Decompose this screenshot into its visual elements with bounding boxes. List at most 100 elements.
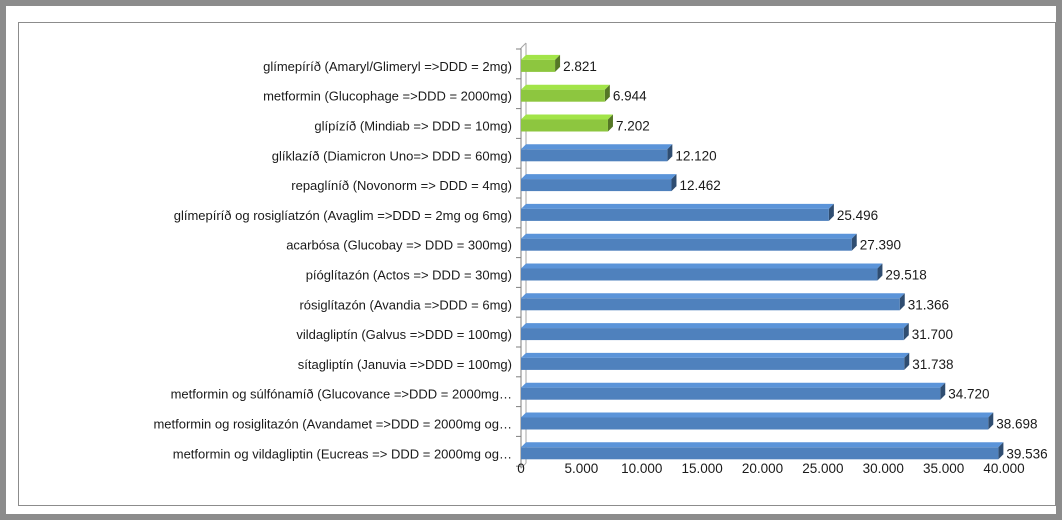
bar-top-face	[521, 293, 905, 299]
value-label: 6.944	[613, 89, 647, 104]
bar	[521, 114, 613, 132]
axis-depth-bottom	[520, 462, 527, 469]
category-label: acarbósa (Glucobay => DDD = 300mg)	[286, 238, 512, 253]
category-label: glímepíríð (Amaryl/Glimeryl =>DDD = 2mg)	[263, 59, 512, 74]
bar-front-face	[521, 89, 605, 102]
bar-side-face	[904, 352, 910, 370]
bar-side-face	[828, 203, 834, 221]
x-tick-labels: 0 5.000 10.000 15.000 20.000 25.000 30.000 35.0…	[517, 461, 1024, 476]
axes	[516, 42, 527, 469]
bar-top-face	[521, 233, 857, 239]
bar-top-face	[521, 442, 1004, 448]
bar-front-face	[521, 417, 989, 430]
value-label: 31.366	[908, 297, 949, 312]
category-label: rósiglítazón (Avandia =>DDD = 6mg)	[299, 297, 512, 312]
x-tick-label: 15.000	[681, 461, 722, 476]
bar-side-face	[877, 263, 883, 281]
value-label: 31.738	[912, 357, 953, 372]
bar-top-face	[521, 174, 677, 180]
bar	[521, 323, 909, 341]
category-label: píóglítazón (Actos => DDD = 30mg)	[306, 268, 512, 283]
x-tick-label: 5.000	[564, 461, 598, 476]
bar	[521, 203, 834, 221]
bar-chart: glímepíríð (Amaryl/Glimeryl =>DDD = 2mg)…	[153, 42, 1048, 476]
bar-top-face	[521, 203, 834, 209]
bar-front-face	[521, 298, 900, 311]
bar-top-face	[521, 382, 946, 388]
bar	[521, 84, 610, 102]
x-tick-label: 25.000	[802, 461, 843, 476]
bar-side-face	[899, 293, 905, 311]
bar-side-face	[988, 412, 994, 430]
bar	[521, 54, 561, 72]
value-label: 29.518	[885, 268, 926, 283]
value-label: 7.202	[616, 119, 650, 134]
bar-side-face	[940, 382, 946, 400]
bar-top-face	[521, 412, 994, 418]
bar-side-face	[667, 144, 673, 162]
bar-front-face	[521, 179, 672, 192]
category-label: metformin og vildagliptin (Eucreas => DD…	[173, 446, 512, 461]
bar-side-face	[671, 174, 677, 192]
x-tick-label: 20.000	[742, 461, 783, 476]
bar-top-face	[521, 144, 673, 150]
value-label: 34.720	[948, 387, 989, 402]
bar-front-face	[521, 328, 904, 341]
bar-side-face	[607, 114, 613, 132]
x-tick-label: 35.000	[923, 461, 964, 476]
category-label: glímepíríð og rosiglíatzón (Avaglim =>DD…	[174, 208, 512, 223]
bar	[521, 233, 857, 251]
category-label: metformin og rosiglitazón (Avandamet =>D…	[153, 417, 512, 432]
bar-front-face	[521, 119, 608, 132]
bar-top-face	[521, 54, 561, 60]
bar-front-face	[521, 149, 668, 162]
bar-front-face	[521, 59, 556, 72]
category-label: glíklazíð (Diamicron Uno=> DDD = 60mg)	[272, 148, 512, 163]
bar-top-face	[521, 263, 883, 269]
axis-depth-top	[520, 42, 527, 49]
plot-area: glímepíríð (Amaryl/Glimeryl =>DDD = 2mg)…	[18, 22, 1056, 506]
x-tick-label: 10.000	[621, 461, 662, 476]
category-label: repaglíníð (Novonorm => DDD = 4mg)	[291, 178, 512, 193]
bar	[521, 174, 677, 192]
value-label: 2.821	[563, 59, 597, 74]
value-labels: 2.821 6.944 7.202 12.120 12.462 25.496 27.390 2…	[563, 59, 1048, 461]
bar-front-face	[521, 357, 905, 370]
bar	[521, 412, 994, 430]
bar-side-face	[555, 54, 561, 72]
category-label: metformin og súlfónamíð (Glucovance =>DD…	[171, 387, 512, 402]
bar	[521, 382, 946, 400]
bar	[521, 263, 883, 281]
bar-top-face	[521, 352, 910, 358]
value-label: 39.536	[1006, 446, 1047, 461]
bar-top-face	[521, 84, 610, 90]
category-label: sítagliptín (Januvia =>DDD = 100mg)	[298, 357, 512, 372]
bars	[521, 54, 1004, 460]
bar	[521, 293, 905, 311]
bar-front-face	[521, 208, 829, 221]
bar-side-face	[998, 442, 1004, 460]
bar-side-face	[851, 233, 857, 251]
value-label: 12.462	[679, 178, 720, 193]
bar	[521, 442, 1004, 460]
x-tick-label: 30.000	[863, 461, 904, 476]
bar	[521, 144, 673, 162]
bar-front-face	[521, 447, 999, 460]
value-label: 31.700	[912, 327, 953, 342]
bar-side-face	[604, 84, 610, 102]
bar-front-face	[521, 387, 941, 400]
bar-top-face	[521, 323, 909, 329]
bar-side-face	[903, 323, 909, 341]
x-tick-label: 40.000	[983, 461, 1024, 476]
bar-front-face	[521, 268, 878, 281]
category-label: metformin (Glucophage =>DDD = 2000mg)	[263, 89, 512, 104]
x-tick-label: 0	[517, 461, 525, 476]
value-label: 25.496	[837, 208, 878, 223]
value-label: 38.698	[996, 417, 1037, 432]
value-label: 12.120	[675, 148, 716, 163]
category-labels: glímepíríð (Amaryl/Glimeryl =>DDD = 2mg)…	[153, 59, 512, 461]
bar-top-face	[521, 114, 613, 120]
category-label: glípízíð (Mindiab => DDD = 10mg)	[314, 119, 512, 134]
bar	[521, 352, 910, 370]
